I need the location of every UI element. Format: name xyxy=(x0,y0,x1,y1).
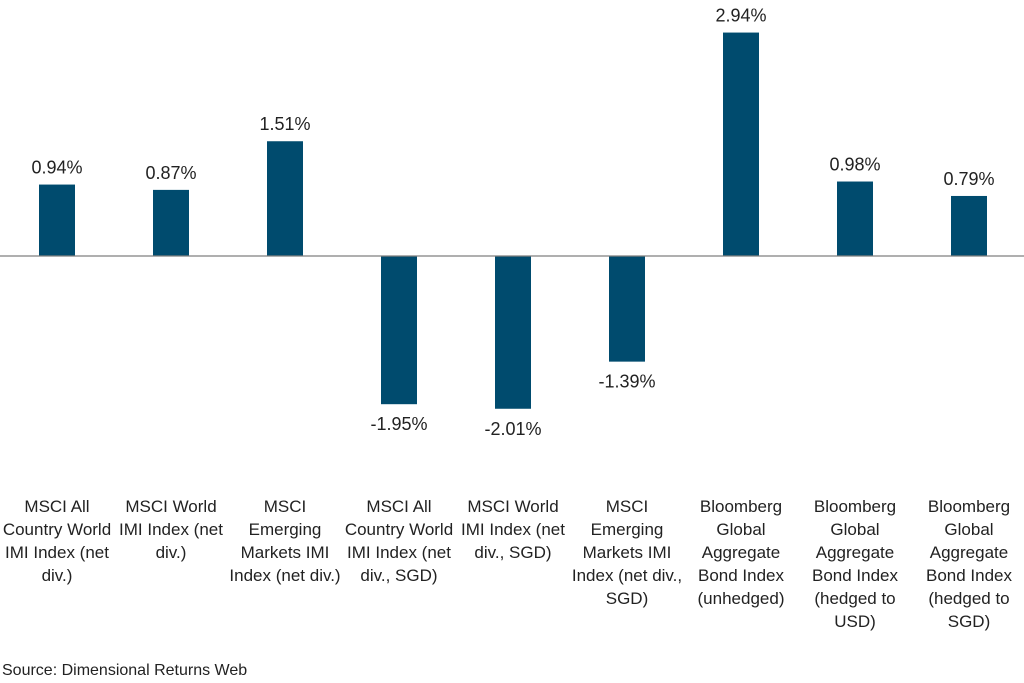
value-label-9: 0.79% xyxy=(943,169,994,189)
bar-2 xyxy=(153,189,189,256)
bar-3 xyxy=(267,141,303,256)
category-label-7: Bloomberg Global Aggregate Bond Index (u… xyxy=(697,497,785,608)
bars-group xyxy=(39,32,987,409)
category-label-8: Bloomberg Global Aggregate Bond Index (h… xyxy=(811,497,898,631)
bar-6 xyxy=(609,256,645,362)
category-label-9: Bloomberg Global Aggregate Bond Index (h… xyxy=(925,497,1012,631)
category-label-3: MSCI Emerging Markets IMI Index (net div… xyxy=(229,497,341,585)
bar-5 xyxy=(495,256,531,409)
value-label-5: -2.01% xyxy=(484,419,541,439)
value-label-6: -1.39% xyxy=(598,372,655,392)
value-label-4: -1.95% xyxy=(370,414,427,434)
value-label-2: 0.87% xyxy=(145,163,196,183)
value-label-7: 2.94% xyxy=(715,6,766,26)
category-label-1: MSCI All Country World IMI Index (net di… xyxy=(2,497,112,585)
category-label-5: MSCI World IMI Index (net div., SGD) xyxy=(461,497,565,562)
bar-4 xyxy=(381,256,417,405)
source-note: Source: Dimensional Returns Web xyxy=(2,662,248,679)
bar-9 xyxy=(951,195,987,256)
bar-1 xyxy=(39,184,75,256)
bar-7 xyxy=(723,32,759,257)
bar-chart: 0.94% 0.87% 1.51% -1.95% -2.01% -1.39% 2.94% 0.… xyxy=(0,6,1024,439)
category-label-6: MSCI Emerging Markets IMI Index (net div… xyxy=(571,497,683,608)
value-label-1: 0.94% xyxy=(31,158,82,178)
value-label-8: 0.98% xyxy=(829,155,880,175)
category-label-4: MSCI All Country World IMI Index (net di… xyxy=(344,497,454,585)
value-labels-group: 0.94% 0.87% 1.51% -1.95% -2.01% -1.39% 2.94% 0.… xyxy=(31,6,994,439)
bar-8 xyxy=(837,181,873,256)
value-label-3: 1.51% xyxy=(259,114,310,134)
category-label-2: MSCI World IMI Index (net div.) xyxy=(119,497,223,562)
